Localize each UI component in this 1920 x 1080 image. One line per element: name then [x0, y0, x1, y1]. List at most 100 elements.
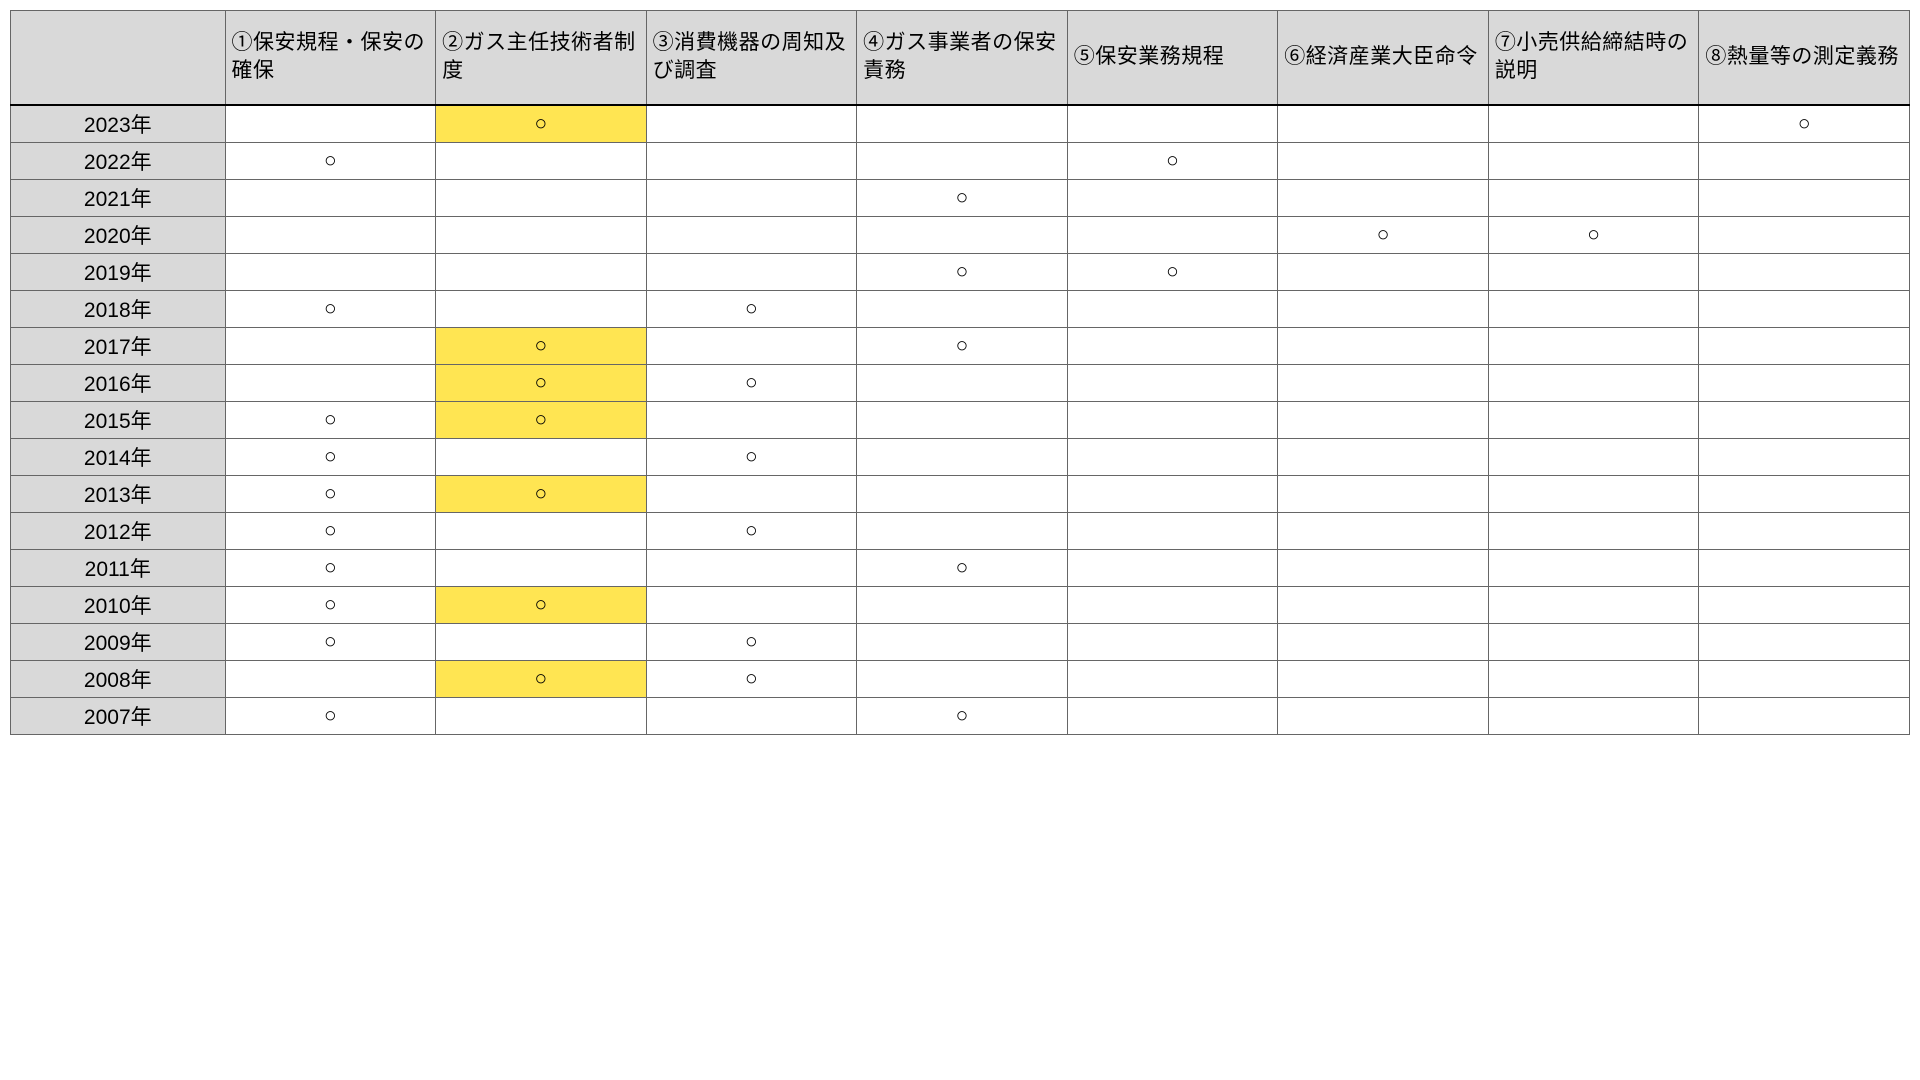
- data-cell: ○: [436, 105, 647, 143]
- data-cell: [1278, 623, 1489, 660]
- table-row: 2010年○○: [11, 586, 1910, 623]
- data-cell: [1067, 179, 1278, 216]
- data-cell: ○: [436, 475, 647, 512]
- table-row: 2019年○○: [11, 253, 1910, 290]
- table-row: 2015年○○: [11, 401, 1910, 438]
- data-cell: ○: [436, 586, 647, 623]
- data-cell: [436, 623, 647, 660]
- data-cell: [225, 216, 436, 253]
- data-cell: [1488, 586, 1699, 623]
- data-cell: ○: [225, 475, 436, 512]
- data-cell: ○: [857, 697, 1068, 734]
- data-cell: [1699, 179, 1910, 216]
- year-cell: 2022年: [11, 142, 226, 179]
- data-cell: [1488, 290, 1699, 327]
- data-cell: [1488, 512, 1699, 549]
- data-cell: [646, 586, 857, 623]
- data-cell: [1699, 475, 1910, 512]
- year-cell: 2019年: [11, 253, 226, 290]
- table-row: 2023年 ○ ○: [11, 105, 1910, 143]
- data-cell: [646, 401, 857, 438]
- data-cell: [1699, 438, 1910, 475]
- data-cell: [857, 216, 1068, 253]
- header-col-7: ⑦小売供給締結時の説明: [1488, 11, 1699, 105]
- data-cell: [1278, 697, 1489, 734]
- data-cell: [1278, 327, 1489, 364]
- data-cell: [1699, 697, 1910, 734]
- data-cell: ○: [225, 401, 436, 438]
- data-cell: ○: [436, 660, 647, 697]
- data-cell: [1699, 216, 1910, 253]
- data-cell: [1488, 253, 1699, 290]
- data-cell: [1278, 364, 1489, 401]
- data-cell: ○: [646, 512, 857, 549]
- data-cell: [1067, 438, 1278, 475]
- data-cell: [646, 549, 857, 586]
- data-cell: ○: [225, 623, 436, 660]
- data-cell: [225, 364, 436, 401]
- year-cell: 2018年: [11, 290, 226, 327]
- data-cell: ○: [436, 327, 647, 364]
- data-cell: [436, 253, 647, 290]
- data-cell: [1278, 475, 1489, 512]
- data-cell: ○: [646, 660, 857, 697]
- data-cell: [1067, 549, 1278, 586]
- data-cell: [646, 216, 857, 253]
- table-row: 2022年○○: [11, 142, 1910, 179]
- data-cell: [1278, 179, 1489, 216]
- data-cell: [857, 475, 1068, 512]
- header-col-3: ③消費機器の周知及び調査: [646, 11, 857, 105]
- data-cell: [1488, 475, 1699, 512]
- year-cell: 2023年: [11, 105, 226, 143]
- table-body: 2023年○○2022年○○2021年○2020年○○2019年○○2018年○…: [11, 105, 1910, 735]
- data-cell: [1278, 660, 1489, 697]
- data-cell: [1488, 697, 1699, 734]
- data-cell: [1699, 290, 1910, 327]
- year-cell: 2014年: [11, 438, 226, 475]
- data-cell: [1699, 142, 1910, 179]
- data-cell: [857, 142, 1068, 179]
- table-row: 2012年○○: [11, 512, 1910, 549]
- data-cell: [436, 142, 647, 179]
- data-cell: ○: [436, 401, 647, 438]
- data-cell: [1278, 142, 1489, 179]
- data-cell: ○: [436, 364, 647, 401]
- data-cell: [1488, 401, 1699, 438]
- data-cell: [436, 549, 647, 586]
- data-cell: [1488, 549, 1699, 586]
- data-cell: [436, 179, 647, 216]
- topic-year-table: ①保安規程・保安の確保 ②ガス主任技術者制度 ③消費機器の周知及び調査 ④ガス事…: [10, 10, 1910, 735]
- data-cell: [1278, 401, 1489, 438]
- data-cell: [1699, 549, 1910, 586]
- data-cell: [1699, 660, 1910, 697]
- data-cell: ○: [1278, 216, 1489, 253]
- data-cell: [1488, 364, 1699, 401]
- year-cell: 2009年: [11, 623, 226, 660]
- data-cell: [646, 475, 857, 512]
- data-cell: [1278, 512, 1489, 549]
- data-cell: [857, 660, 1068, 697]
- data-cell: ○: [646, 623, 857, 660]
- data-cell: ○: [1067, 142, 1278, 179]
- data-cell: [1488, 105, 1699, 143]
- table-row: 2014年○○: [11, 438, 1910, 475]
- year-cell: 2015年: [11, 401, 226, 438]
- data-cell: ○: [1699, 105, 1910, 143]
- data-cell: ○: [225, 438, 436, 475]
- data-cell: ○: [857, 179, 1068, 216]
- data-cell: ○: [857, 327, 1068, 364]
- header-col-2: ②ガス主任技術者制度: [436, 11, 647, 105]
- data-cell: [1278, 290, 1489, 327]
- data-cell: ○: [225, 697, 436, 734]
- data-cell: ○: [225, 549, 436, 586]
- table-row: 2021年○: [11, 179, 1910, 216]
- data-cell: [1067, 660, 1278, 697]
- data-cell: [1488, 660, 1699, 697]
- header-col-5: ⑤保安業務規程: [1067, 11, 1278, 105]
- data-cell: ○: [857, 549, 1068, 586]
- data-cell: [1699, 364, 1910, 401]
- table-row: 2008年○○: [11, 660, 1910, 697]
- data-cell: [857, 364, 1068, 401]
- data-cell: [436, 216, 647, 253]
- data-cell: [1488, 438, 1699, 475]
